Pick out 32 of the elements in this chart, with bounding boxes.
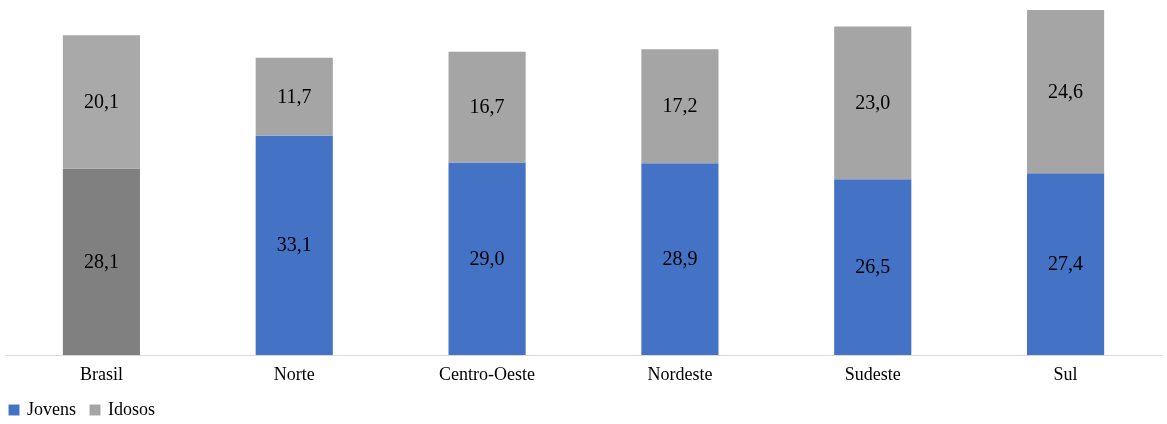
bar: [641, 49, 719, 164]
bar: [62, 35, 140, 169]
legend-label: Idosos: [108, 399, 156, 419]
data-label: 33,1: [276, 233, 312, 256]
x-tick-label: Brasil: [79, 363, 123, 384]
bar: [448, 51, 526, 163]
bar: [1027, 10, 1105, 174]
x-tick-label: Norte: [273, 363, 315, 384]
data-label: 28,9: [662, 247, 698, 270]
x-tick-label: Centro-Oeste: [439, 363, 536, 384]
data-label: 20,1: [83, 89, 119, 112]
x-tick-label: Sul: [1053, 363, 1078, 384]
data-label: 26,5: [855, 255, 891, 278]
data-label: 17,2: [662, 94, 698, 117]
legend-label: Jovens: [27, 399, 76, 419]
bar: [1027, 173, 1105, 355]
bar: [834, 26, 912, 180]
x-tick-label: Nordeste: [647, 363, 713, 384]
x-tick-label: Sudeste: [844, 363, 901, 384]
bar: [255, 135, 333, 355]
data-label: 11,7: [277, 84, 312, 107]
data-label: 24,6: [1048, 79, 1084, 102]
bar: [834, 179, 912, 355]
bar: [448, 162, 526, 355]
bar: [255, 57, 333, 136]
bar: [641, 163, 719, 355]
data-label: 23,0: [855, 90, 891, 113]
data-label: 16,7: [469, 95, 505, 118]
bar: [62, 168, 140, 355]
data-label: 27,4: [1048, 252, 1084, 275]
data-label: 29,0: [469, 246, 505, 269]
data-label: 28,1: [83, 249, 119, 272]
